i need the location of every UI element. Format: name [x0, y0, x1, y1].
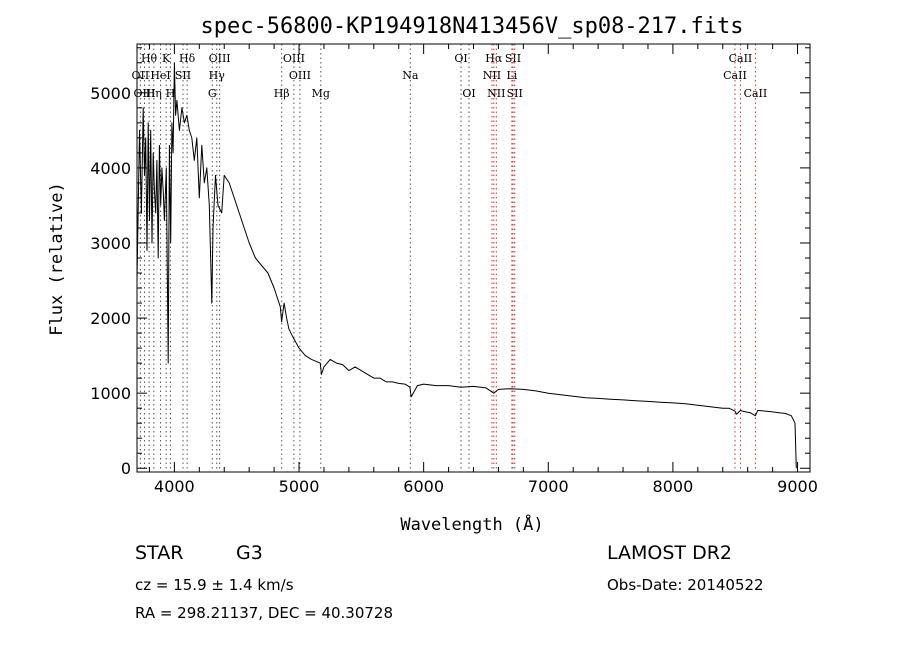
- line-marker-label: Hγ: [209, 69, 226, 82]
- survey-name: LAMOST DR2: [607, 542, 732, 564]
- x-tick-label: 9000: [777, 477, 818, 496]
- redshift-cz: cz = 15.9 ± 1.4 km/s: [135, 576, 294, 594]
- spectrum-chart: spec-56800-KP194918N413456V_sp08-217.fit…: [47, 14, 818, 535]
- line-marker-label: OIII: [209, 52, 231, 65]
- subclass: G3: [236, 542, 263, 564]
- line-marker-label: Li: [506, 69, 517, 82]
- line-marker-label: OII: [132, 69, 150, 82]
- x-tick-label: 6000: [403, 477, 444, 496]
- x-tick-label: 4000: [154, 477, 195, 496]
- line-marker-label: OI: [462, 87, 475, 100]
- plot-frame: [136, 43, 811, 473]
- x-tick-label: 8000: [653, 477, 694, 496]
- observation-date: Obs-Date: 20140522: [607, 576, 764, 594]
- y-tick-label: 1000: [90, 384, 131, 403]
- line-marker-label: SII: [505, 52, 521, 65]
- y-tick-label: 0: [121, 459, 131, 478]
- y-tick-label: 4000: [90, 159, 131, 178]
- line-marker-label: Hη: [146, 87, 162, 100]
- line-marker-label: Hδ: [179, 52, 196, 65]
- spectrum-series: [136, 62, 797, 469]
- object-class: STAR: [135, 542, 184, 564]
- line-marker-label: Hα: [485, 52, 503, 65]
- line-marker-label: Mg: [312, 87, 330, 100]
- line-marker-label: K: [162, 52, 171, 65]
- line-marker-label: OIII: [289, 69, 311, 82]
- x-tick-label: 5000: [279, 477, 320, 496]
- chart-title: spec-56800-KP194918N413456V_sp08-217.fit…: [200, 14, 743, 39]
- line-marker-label: SII: [175, 69, 191, 82]
- line-marker-label: NII: [487, 87, 505, 100]
- coordinates: RA = 298.21137, DEC = 40.30728: [135, 604, 394, 622]
- spectrum-line: [136, 62, 797, 469]
- line-marker-label: Hθ: [141, 52, 158, 65]
- line-marker-label: CaII: [744, 87, 768, 100]
- y-tick-label: 2000: [90, 309, 131, 328]
- x-tick-label: 7000: [528, 477, 569, 496]
- line-marker-label: CaII: [723, 69, 747, 82]
- y-tick-label: 3000: [90, 234, 131, 253]
- axis-ticks: 4000 5000 6000 7000 8000 9000 0 1000 2000 3000 400…: [90, 44, 818, 496]
- y-tick-label: 5000: [90, 84, 131, 103]
- line-marker-label: OIII: [283, 52, 305, 65]
- line-marker-label: OIII: [133, 87, 155, 100]
- line-marker-label: Na: [402, 69, 419, 82]
- line-marker-label: NII: [483, 69, 501, 82]
- y-axis-label: Flux (relative): [47, 182, 67, 336]
- x-axis-label: Wavelength (Å): [400, 513, 543, 535]
- line-marker-label: CaII: [729, 52, 753, 65]
- line-marker-label: Hβ: [274, 87, 290, 100]
- line-marker-label: OI: [454, 52, 467, 65]
- line-marker-label: H: [166, 87, 176, 100]
- line-marker-label: HeI: [150, 69, 170, 82]
- line-marker-label: G: [208, 87, 217, 100]
- line-marker-label: SII: [507, 87, 523, 100]
